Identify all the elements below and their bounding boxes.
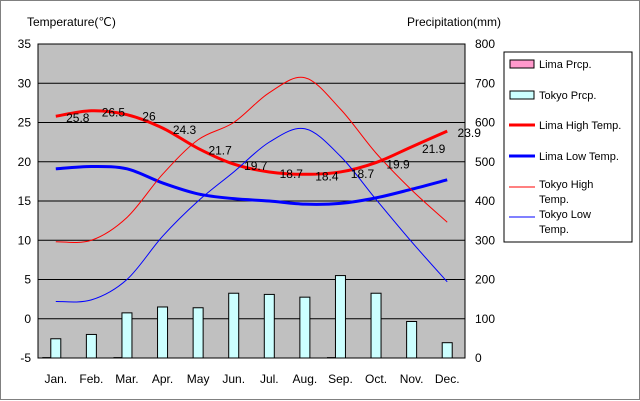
right-tick-label: 300 (475, 233, 495, 247)
right-tick-label: 800 (475, 37, 495, 51)
right-tick-label: 100 (475, 312, 495, 326)
left-tick-label: 25 (18, 116, 32, 130)
legend-entry: Lima Prcp. (539, 59, 592, 71)
x-axis-ticks: Jan. Feb. Mar. Apr. May Jun. Jul. Aug. Sep. Oct. N… (44, 372, 459, 386)
right-axis-title: Precipitation(mm) (407, 15, 501, 29)
tokyo-prcp-bar (300, 297, 310, 358)
legend-entry: Tokyo Prcp. (539, 90, 596, 102)
right-tick-label: 0 (475, 351, 482, 365)
right-tick-label: 600 (475, 116, 495, 130)
data-label: 19.7 (244, 159, 268, 173)
data-label: 25.8 (66, 111, 90, 125)
left-tick-label: 10 (18, 233, 32, 247)
tokyo-prcp-bar (335, 276, 345, 358)
legend-entry: Lima Low Temp. (539, 151, 619, 163)
left-tick-label: -5 (20, 351, 31, 365)
left-tick-label: 35 (18, 37, 32, 51)
legend-swatch (510, 60, 534, 68)
left-tick-label: 15 (18, 194, 32, 208)
data-label: 19.9 (386, 158, 410, 172)
right-tick-label: 400 (475, 194, 495, 208)
x-tick-label: Jun. (222, 372, 245, 386)
tokyo-prcp-bar (158, 307, 168, 358)
x-tick-label: Nov. (400, 372, 424, 386)
tokyo-prcp-bar (371, 293, 381, 358)
x-tick-label: Jan. (44, 372, 67, 386)
legend-entry: Lima High Temp. (539, 120, 621, 132)
x-tick-label: Aug. (293, 372, 318, 386)
left-axis-title: Temperature(℃) (27, 15, 116, 29)
tokyo-prcp-bar (86, 334, 96, 358)
tokyo-prcp-bar (122, 313, 132, 358)
data-label: 21.7 (208, 143, 232, 157)
x-tick-label: Feb. (79, 372, 103, 386)
left-tick-label: 30 (18, 76, 32, 90)
x-tick-label: Dec. (435, 372, 460, 386)
data-label: 18.7 (351, 167, 375, 181)
tokyo-prcp-bar (442, 343, 452, 358)
x-tick-label: Mar. (115, 372, 138, 386)
right-axis-ticks: 800 700 600 500 400 300 200 100 0 (475, 37, 495, 365)
tokyo-prcp-bar (229, 293, 239, 358)
left-tick-label: 20 (18, 155, 32, 169)
left-tick-label: 0 (24, 312, 31, 326)
x-tick-label: May (187, 372, 210, 386)
x-tick-label: Oct. (365, 372, 387, 386)
x-tick-label: Jul. (260, 372, 279, 386)
data-label: 18.4 (315, 169, 339, 183)
x-tick-label: Apr. (152, 372, 173, 386)
data-label: 26.5 (102, 106, 126, 120)
left-tick-label: 5 (24, 273, 31, 287)
legend-swatch (510, 91, 534, 99)
tokyo-prcp-bar (407, 321, 417, 358)
tokyo-prcp-bar (51, 339, 61, 358)
data-label: 24.3 (173, 123, 197, 137)
data-label: 26 (142, 110, 156, 124)
legend: Lima Prcp. Tokyo Prcp. Lima High Temp. Lima… (504, 52, 632, 242)
right-tick-label: 200 (475, 273, 495, 287)
tokyo-prcp-bar (264, 294, 274, 358)
left-axis-ticks: 35 30 25 20 15 10 5 0 -5 (18, 37, 32, 365)
right-tick-label: 500 (475, 155, 495, 169)
right-tick-label: 700 (475, 76, 495, 90)
data-label: 21.9 (422, 142, 446, 156)
data-label: 18.7 (280, 167, 304, 181)
tokyo-prcp-bar (193, 308, 203, 358)
x-tick-label: Sep. (328, 372, 353, 386)
